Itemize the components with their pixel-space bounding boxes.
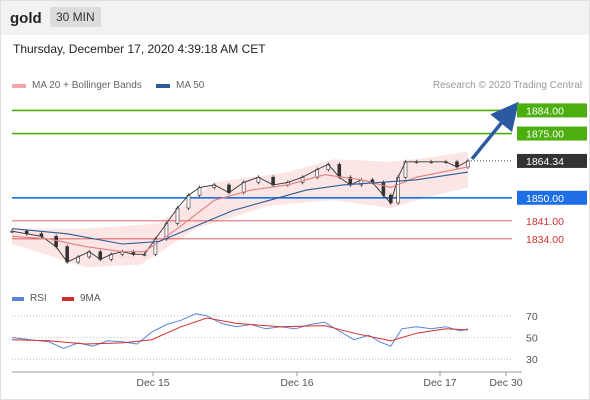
level-label-bg-3 xyxy=(517,190,587,205)
ma20-swatch xyxy=(12,83,26,88)
legend-ma20: MA 20 + Bollinger Bands xyxy=(12,80,142,91)
level-label-bg-2 xyxy=(517,153,587,168)
forecast-arrow xyxy=(470,101,519,161)
candle xyxy=(54,236,58,247)
rsi-tick-0: 70 xyxy=(526,311,538,323)
level-label-0: 1884.00 xyxy=(526,105,564,117)
legend-9ma-label: 9MA xyxy=(80,293,101,304)
rsi-tick-1: 50 xyxy=(526,333,538,345)
candle xyxy=(381,182,386,196)
ma9-swatch xyxy=(62,296,74,301)
level-label-bg-1 xyxy=(517,126,587,141)
chart-header: gold 30 MIN xyxy=(0,0,590,35)
legend-ma20-label: MA 20 + Bollinger Bands xyxy=(32,80,142,91)
candle xyxy=(271,176,275,186)
ma50-line xyxy=(11,171,469,245)
legend-ma50: MA 50 xyxy=(156,80,204,91)
x-tick-label-3: Dec 30 xyxy=(489,377,522,389)
ma50-swatch xyxy=(156,83,170,88)
credit-text: Research © 2020 Trading Central xyxy=(432,80,582,91)
x-tick-label-0: Dec 15 xyxy=(136,377,169,389)
x-axis: Dec 15 Dec 16 Dec 17 Dec 30 xyxy=(12,371,523,389)
legend-rsi: RSI xyxy=(12,293,47,304)
rsi-tick-2: 30 xyxy=(526,354,538,366)
bollinger-band xyxy=(12,151,468,268)
level-label-2: 1864.34 xyxy=(526,156,564,168)
ma20-line xyxy=(11,166,469,253)
legend-rsi-label: RSI xyxy=(30,293,47,304)
rsi-series-1 xyxy=(11,317,469,345)
level-label-1: 1875.00 xyxy=(526,129,564,141)
symbol-title: gold xyxy=(10,10,42,27)
rsi-plot: 70 50 30 xyxy=(11,311,538,366)
x-tick-label-1: Dec 16 xyxy=(280,377,313,389)
timestamp: Thursday, December 17, 2020 4:39:18 AM C… xyxy=(13,42,266,56)
x-tick-label-2: Dec 17 xyxy=(423,377,456,389)
level-label-5: 1834.00 xyxy=(526,234,564,246)
price-plot: 1884.00 1875.00 1864.34 1850.00 1841.00 1834.… xyxy=(10,101,587,268)
timeframe-button[interactable]: 30 MIN xyxy=(50,7,101,27)
rsi-swatch xyxy=(12,296,24,301)
candle xyxy=(241,182,246,193)
legend-ma50-label: MA 50 xyxy=(176,80,205,91)
legend-9ma: 9MA xyxy=(62,293,101,304)
candle xyxy=(175,207,180,224)
level-label-3: 1850.00 xyxy=(526,193,564,205)
level-label-bg-0 xyxy=(517,103,587,118)
level-label-4: 1841.00 xyxy=(526,216,564,228)
candle xyxy=(186,194,191,209)
candle xyxy=(65,246,69,263)
